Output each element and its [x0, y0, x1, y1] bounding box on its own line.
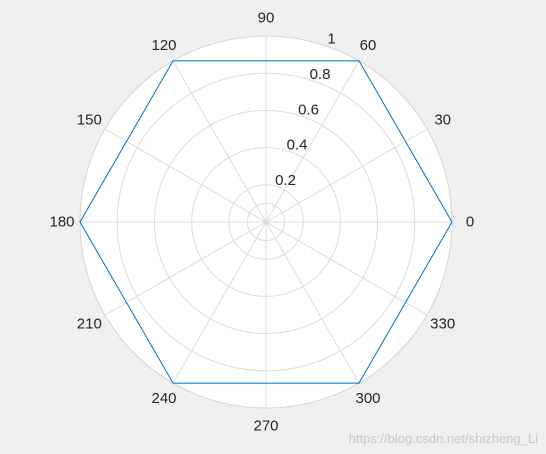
- r-tick-label-0.6: 0.6: [298, 101, 319, 118]
- theta-tick-label-0: 0: [466, 214, 474, 231]
- theta-tick-label-240: 240: [151, 390, 176, 407]
- theta-tick-label-180: 180: [49, 214, 74, 231]
- theta-grid-spoke-30: [265, 128, 428, 223]
- grid: [80, 36, 452, 408]
- theta-grid-spoke-240: [172, 221, 267, 384]
- theta-tick-label-300: 300: [355, 390, 380, 407]
- r-tick-label-0.2: 0.2: [275, 172, 296, 189]
- theta-grid-spoke-120: [172, 60, 267, 223]
- theta-tick-label-150: 150: [77, 112, 102, 129]
- r-tick-label-0.4: 0.4: [287, 137, 308, 154]
- theta-grid-spoke-150: [104, 128, 267, 223]
- theta-tick-label-210: 210: [77, 316, 102, 333]
- r-tick-label-0.8: 0.8: [310, 66, 331, 83]
- theta-tick-label-30: 30: [434, 112, 451, 129]
- theta-grid-spoke-300: [265, 221, 360, 384]
- theta-tick-label-270: 270: [253, 418, 278, 435]
- watermark: https://blog.csdn.net/shizheng_Li: [348, 431, 538, 446]
- r-tick-label-1: 1: [327, 31, 335, 48]
- theta-grid-spoke-210: [104, 221, 267, 316]
- theta-grid-spoke-330: [265, 221, 428, 316]
- theta-tick-label-120: 120: [151, 37, 176, 54]
- series-line-0: [79, 60, 453, 384]
- theta-tick-label-90: 90: [258, 10, 275, 27]
- series-layer: [79, 60, 453, 384]
- theta-grid-spoke-60: [265, 60, 360, 223]
- theta-tick-label-60: 60: [360, 37, 377, 54]
- tick-labels: 0 30 60 90 120 150 180 210 240 270 300 330 0.2 0.4 0.6…: [49, 10, 474, 435]
- theta-tick-label-330: 330: [430, 316, 455, 333]
